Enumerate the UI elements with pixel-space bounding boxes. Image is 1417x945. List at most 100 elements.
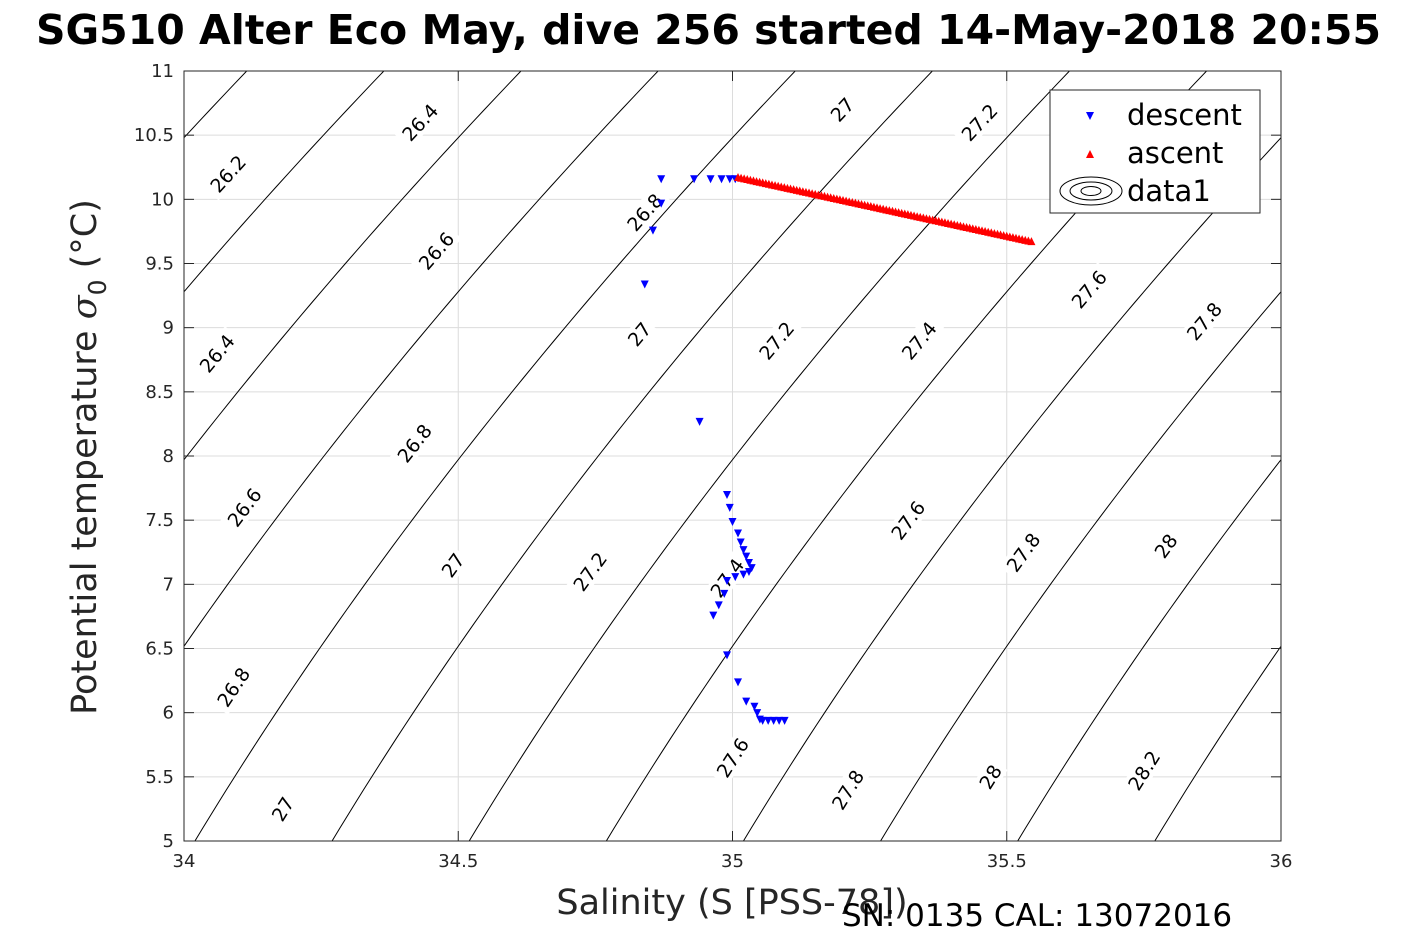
contour-label-bg [191,326,242,381]
contour-label-bg [893,313,945,368]
axis-ticks: 34 34.5 35 35.5 36 5 5.5 6 6.5 7 7.5 8 8.5 9 9.5 10 10.5… [134,61,1293,872]
contour-line [184,71,385,293]
descent-point [690,175,699,184]
contour-line [1292,71,1417,841]
contour-label-bg [709,729,756,786]
descent-point [648,226,657,235]
legend-box [1049,89,1261,214]
ascent-point [1027,237,1036,246]
x-tick-label: 34.5 [438,851,478,872]
x-tick-label: 34 [173,851,196,872]
descent-point [750,702,759,711]
legend-marker-descent [1086,112,1094,120]
contour-label-bg [953,95,1006,149]
contour-label-bg [219,479,269,535]
descent-point [657,199,666,208]
descent-point [744,568,753,576]
descent-point [758,716,767,725]
chart-title: SG510 Alter Eco May, dive 256 started 14… [36,6,1381,54]
descent-point [725,503,734,512]
y-tick-label: 5.5 [145,767,174,788]
descent-point [769,716,778,725]
descent-point [739,570,748,579]
y-tick-label: 7.5 [145,510,174,531]
descent-point [695,417,704,426]
x-tick-label: 35.5 [987,851,1027,872]
y-tick-label: 5 [163,831,174,852]
contour-line [194,71,796,841]
contour-label-bg [202,147,254,201]
y-tick-label: 8 [163,446,174,467]
descent-point [739,546,748,555]
legend-contour-mid [1069,181,1113,201]
descent-point [725,175,734,184]
descent-point [742,697,751,706]
y-axis-label-main: Potential temperature [65,319,105,715]
contour-label-bg [435,546,471,584]
descent-point [720,589,729,598]
y-axis-label-unit: (°C) [65,199,105,279]
legend-marker-ascent [1086,150,1094,158]
y-axis-label: Potential temperature σ0 (°C) [65,199,112,715]
y-tick-label: 6.5 [145,639,174,660]
contour-label-bg [209,659,258,715]
descent-point [744,559,753,568]
contour-label-bg [1120,742,1168,799]
y-tick-label: 8.5 [145,382,174,403]
contour-label-bg [565,543,615,600]
descent-point [657,175,666,184]
contour-label-bg [265,790,300,828]
contour-label-bg [619,185,671,239]
legend-label-descent: descent [1127,98,1242,132]
y-axis-label-symbol: σ [65,294,105,319]
legend-contour-outer [1059,176,1123,206]
contour-label-bg [883,492,933,548]
y-axis-label-subscript: 0 [83,279,112,295]
contour-line [1017,458,1281,841]
descent-point [723,576,732,585]
contour-label-bg [1148,527,1184,565]
y-tick-label: 7 [163,574,174,595]
x-axis-label: Salinity (S [PSS-78]) [556,883,907,923]
y-tick-label: 11 [151,61,174,82]
descent-point [723,491,732,499]
contour-line [331,71,933,841]
contour-label-bg [410,223,462,278]
contour-label-bg [823,91,861,128]
descent-point [728,517,737,526]
contour-label-bg [751,313,802,368]
contour-line [468,71,1070,841]
contour-label-bg [998,524,1048,580]
descent-point [723,651,732,660]
descent-point [733,678,742,687]
y-tick-label: 10 [151,189,174,210]
descent-point [717,175,726,184]
descent-point [714,601,723,610]
descent-point [736,538,745,547]
contour-label-bg [389,415,440,471]
y-tick-label: 9.5 [145,254,174,275]
descent-point [775,716,784,725]
contour-line [880,290,1281,841]
contour-label-bg [1179,294,1230,349]
instrument-footnote: SN: 0135 CAL: 13072016 [842,898,1233,934]
legend-contour-inner [1080,186,1102,196]
legend-label-ascent: ascent [1127,136,1223,170]
data-series [640,173,1036,725]
descent-point [780,716,789,725]
contour-label-bg [824,761,871,818]
descent-point [640,280,649,289]
contour-line [1154,645,1281,841]
descent-point [733,529,742,538]
x-tick-label: 35 [721,851,744,872]
legend-label-data1: data1 [1127,174,1211,208]
contour-label-bg [1063,262,1115,317]
contour-line [184,71,659,648]
descent-point [742,552,751,561]
y-tick-label: 9 [163,318,174,339]
descent-point [731,573,740,582]
legend: descent ascent data1 [1049,89,1261,214]
y-tick-label: 6 [163,703,174,724]
legend-marker-data1 [1059,176,1123,206]
